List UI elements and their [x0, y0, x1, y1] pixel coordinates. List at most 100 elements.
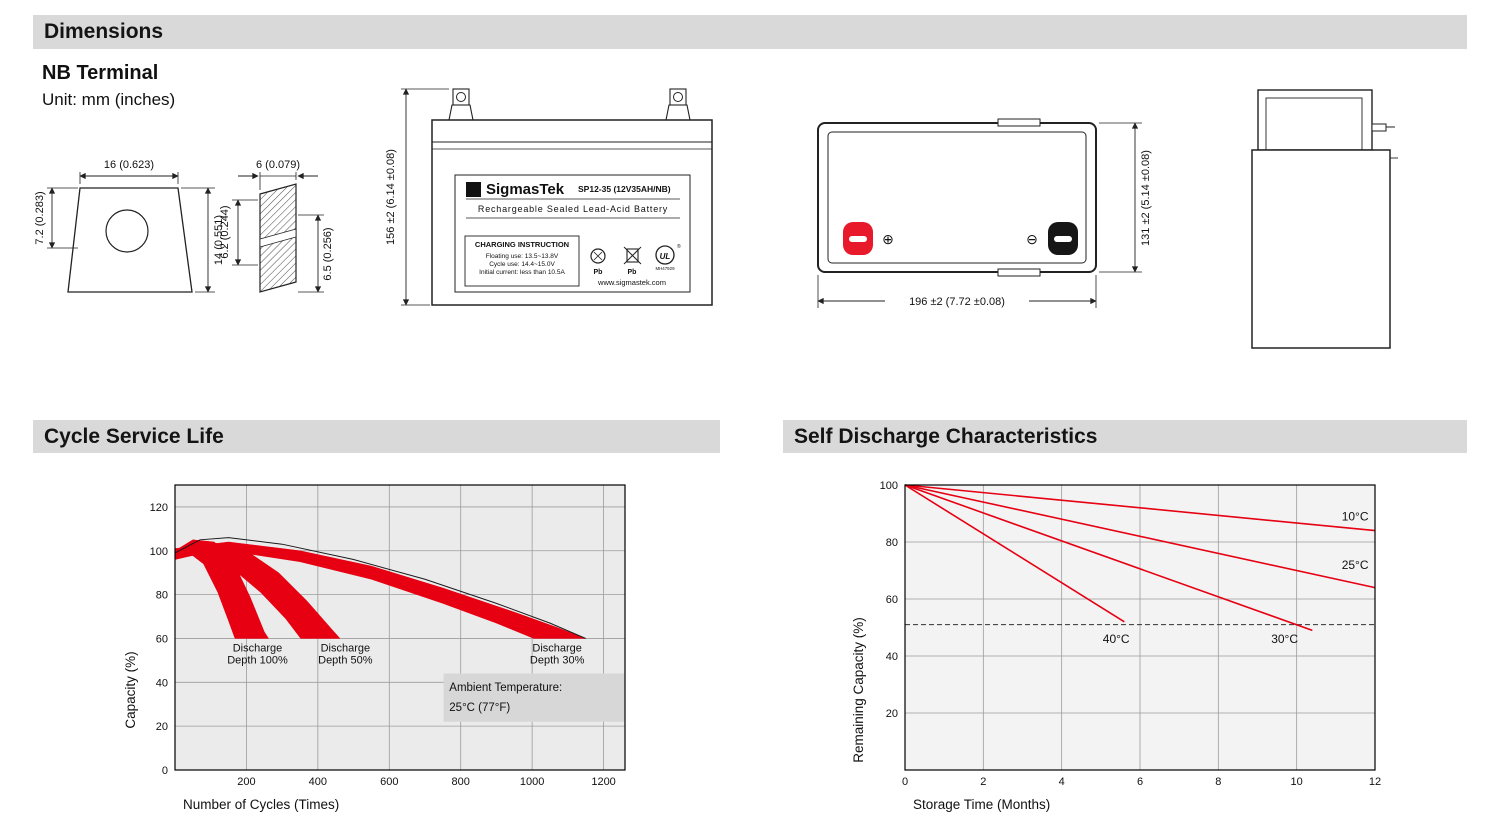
section-right-dim: 6.5 (0.256)	[322, 227, 334, 280]
self-discharge-chart: 10°C 25°C 30°C 40°C 0 2 4 6 8 10 12 20 40 60 80 100 Stor…	[851, 480, 1381, 812]
y-tick-label: 60	[156, 633, 168, 645]
cycle-service-life-chart: Ambient Temperature: 25°C (77°F) Discharge…	[123, 484, 626, 812]
y-tick-label: 0	[162, 765, 168, 777]
self-discharge-header: Self Discharge Characteristics	[783, 420, 1467, 453]
minus-polarity-symbol: ⊖	[1026, 231, 1038, 247]
x-tick-label: 8	[1215, 776, 1221, 788]
y-tick-label: 120	[150, 502, 168, 514]
band-label: Depth 50%	[318, 655, 373, 667]
charging-instruction-box	[464, 235, 580, 287]
top-case-tab	[997, 118, 1041, 127]
charging-line-1: Floating use: 13.5~13.8V	[486, 253, 559, 260]
y-tick-label: 40	[886, 651, 898, 663]
ambient-note-text: 25°C (77°F)	[449, 702, 510, 714]
y-tick-label: 100	[150, 546, 168, 558]
terminal-hole	[105, 209, 149, 253]
envelope-curve	[174, 537, 586, 639]
series-label: 25°C	[1342, 558, 1369, 572]
series-line	[904, 484, 1376, 532]
website-text: www.sigmastek.com	[597, 278, 666, 287]
terminal-section-split	[259, 228, 297, 248]
ul-certification-icon	[655, 245, 675, 265]
y-tick-label: 20	[886, 708, 898, 720]
y-tick-label: 80	[156, 590, 168, 602]
battery-side-view-drawing	[1251, 89, 1398, 349]
x-tick-label: 1200	[591, 776, 615, 788]
terminal-front-drawing: 16 (0.623) 7.2 (0.283) 14 (0.551)	[35, 159, 225, 293]
band-label: Discharge	[233, 643, 283, 655]
y-tick-label: 80	[886, 537, 898, 549]
pb-crossed-bin-icon	[626, 248, 639, 263]
plot-border	[174, 484, 626, 771]
section-left-dim: 6.2 (0.244)	[219, 205, 231, 258]
front-height-dim: 156 ±2 (6.14 ±0.08)	[385, 149, 397, 245]
terminal-width-dim: 16 (0.623)	[104, 159, 154, 171]
band-label: Discharge	[321, 643, 371, 655]
left-post	[452, 88, 470, 106]
battery-top-view-drawing: ⊕ ⊖ 196 ±2 (7.72 ±0.08) 131 ±2 (5.14 ±0.…	[817, 118, 1152, 308]
x-axis-title: Number of Cycles (Times)	[183, 797, 339, 812]
series-label: 40°C	[1103, 632, 1130, 646]
self-discharge-title: Self Discharge Characteristics	[794, 424, 1098, 448]
terminal-height-dim: 14 (0.551)	[213, 215, 225, 265]
x-tick-label: 400	[309, 776, 327, 788]
ul-registered-symbol: ®	[677, 243, 681, 250]
unit-note: Unit: mm (inches)	[42, 90, 176, 109]
ul-mark-text: UL	[660, 252, 671, 261]
x-tick-label: 4	[1059, 776, 1065, 788]
y-axis-title: Capacity (%)	[123, 651, 138, 728]
side-view-lid	[1257, 89, 1373, 151]
top-view-case	[817, 122, 1097, 273]
y-tick-label: 40	[156, 677, 168, 689]
pb-label-1: Pb	[594, 269, 603, 276]
series-line	[904, 484, 1125, 623]
left-post-hole	[456, 92, 466, 102]
ul-file-number: MH47929	[655, 266, 675, 271]
series-line	[904, 484, 1313, 632]
ambient-note-text: Ambient Temperature:	[449, 682, 562, 694]
x-tick-label: 12	[1369, 776, 1381, 788]
sigma-logo-glyph: Σ	[470, 185, 477, 197]
positive-terminal-slot	[849, 236, 867, 242]
left-post-base	[448, 104, 474, 121]
x-tick-label: 200	[237, 776, 255, 788]
dimensions-section-header: Dimensions	[33, 15, 1467, 49]
charging-line-2: Cycle use: 14.4~15.0V	[489, 261, 555, 268]
right-post-base	[665, 104, 691, 121]
sigma-logo-icon	[466, 182, 481, 197]
charging-line-3: Initial current: less than 10.5A	[479, 269, 565, 276]
dimensions-section-title: Dimensions	[44, 20, 164, 43]
cycle-service-life-header: Cycle Service Life	[33, 420, 720, 453]
terminal-type-heading: NB Terminal	[42, 62, 159, 84]
x-axis-title: Storage Time (Months)	[913, 797, 1050, 812]
plot-border	[904, 484, 1376, 771]
pb-bin-cross-2	[623, 246, 642, 265]
battery-type-text: Rechargeable Sealed Lead-Acid Battery	[478, 204, 668, 214]
pb-label-2: Pb	[628, 269, 637, 276]
x-tick-label: 0	[902, 776, 908, 788]
x-tick-label: 800	[452, 776, 470, 788]
battery-front-view-drawing: Σ SigmasTek SP12-35 (12V35AH/NB) Recharg…	[385, 88, 713, 306]
x-tick-label: 1000	[520, 776, 544, 788]
side-view-terminal-tab	[1371, 123, 1387, 132]
y-tick-label: 60	[886, 594, 898, 606]
x-tick-label: 2	[980, 776, 986, 788]
top-width-dim: 196 ±2 (7.72 ±0.08)	[909, 296, 1005, 308]
y-axis-title: Remaining Capacity (%)	[851, 617, 866, 763]
y-tick-label: 20	[156, 721, 168, 733]
series-label: 30°C	[1271, 632, 1298, 646]
section-width-dim: 6 (0.079)	[256, 159, 300, 171]
plus-polarity-symbol: ⊕	[882, 231, 894, 247]
x-tick-label: 600	[380, 776, 398, 788]
side-view-body	[1251, 149, 1391, 349]
model-number: SP12-35 (12V35AH/NB)	[578, 184, 671, 194]
series-label: 10°C	[1342, 510, 1369, 524]
product-label	[454, 174, 691, 293]
band-label: Depth 100%	[227, 655, 288, 667]
right-post	[669, 88, 687, 106]
brand-name: SigmasTek	[486, 181, 565, 198]
terminal-section-drawing: 6 (0.079) 6.2 (0.244) 6.5 (0.256)	[219, 159, 334, 293]
right-post-hole	[673, 92, 683, 102]
terminal-body-shape	[67, 187, 193, 293]
